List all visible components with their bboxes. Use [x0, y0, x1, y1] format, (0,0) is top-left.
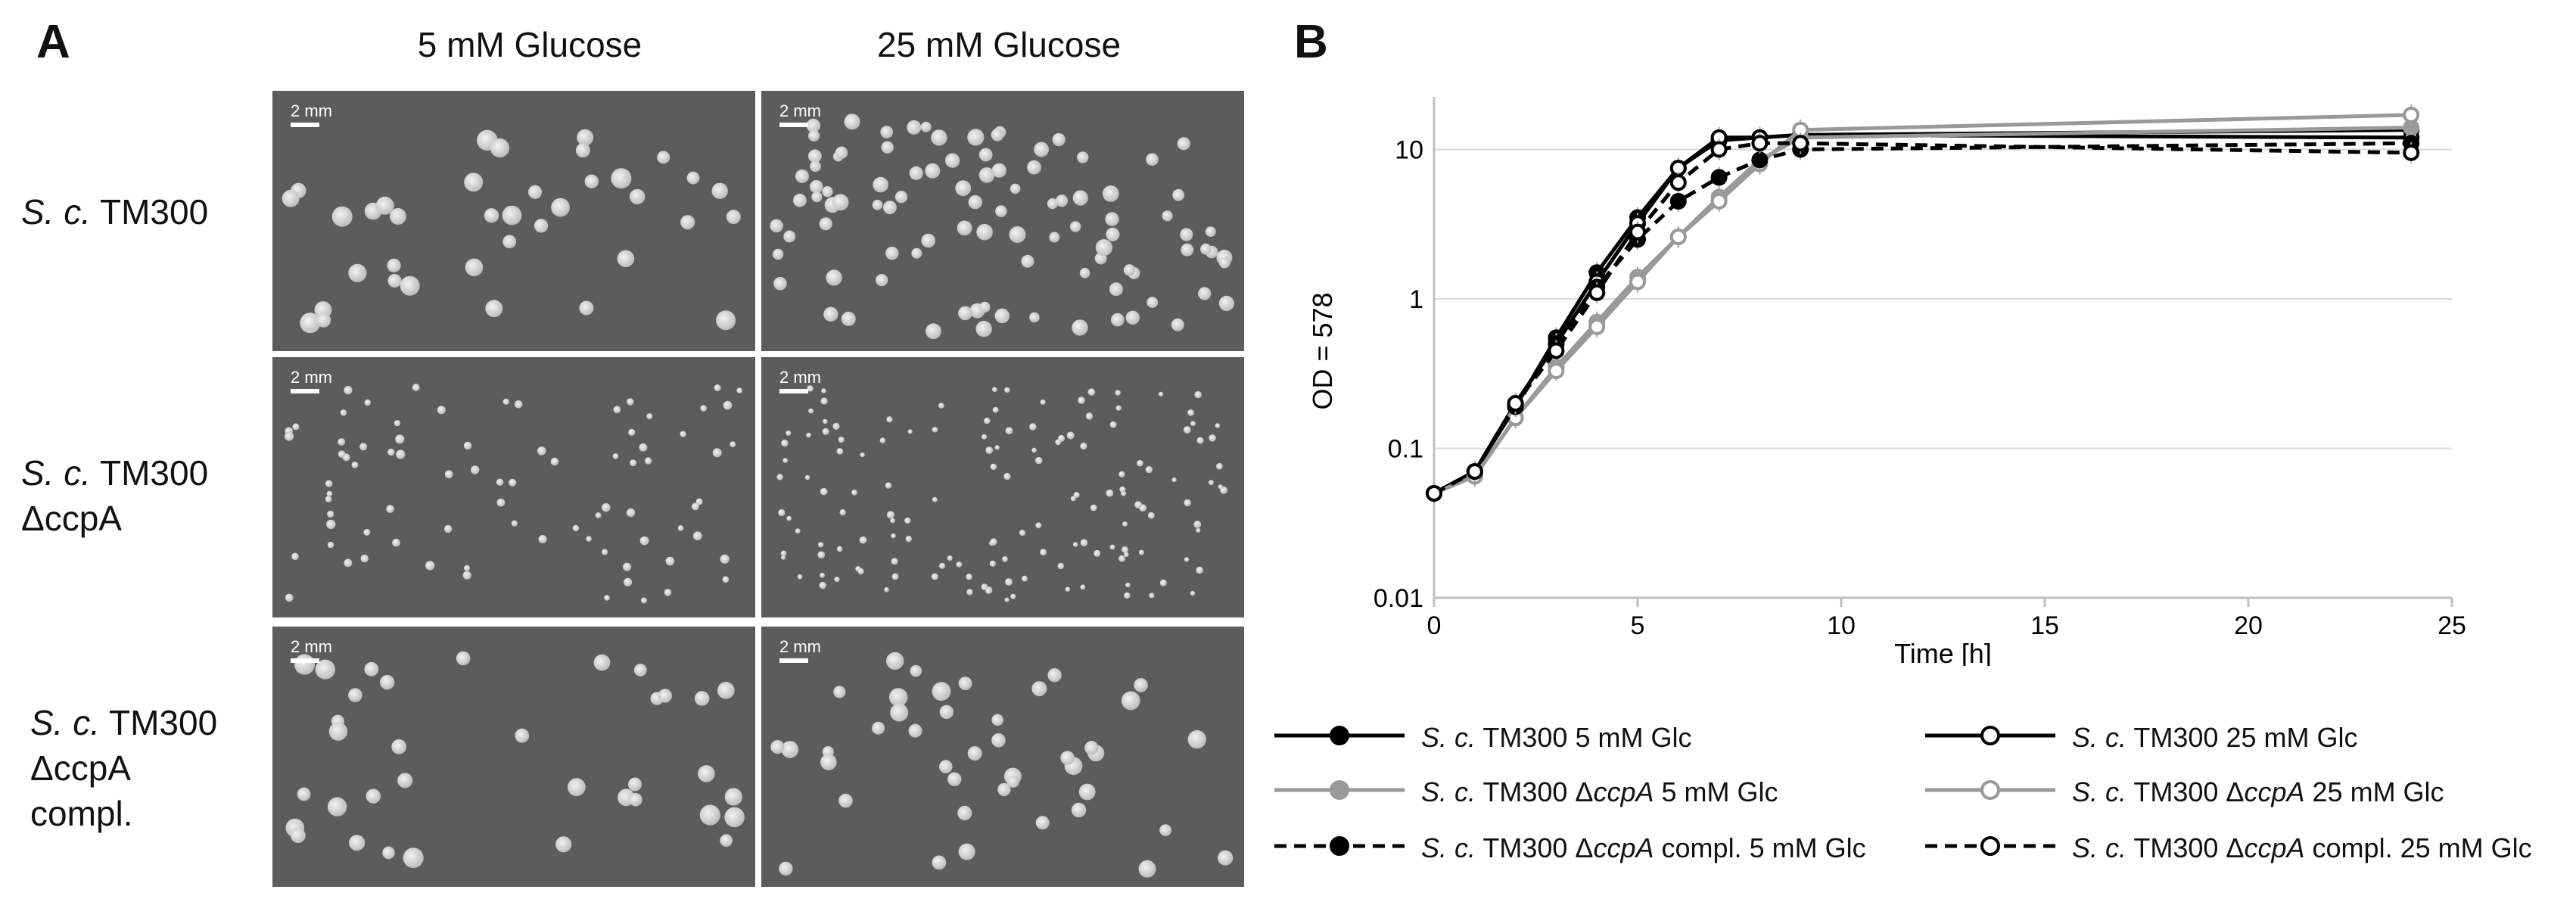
y-tick-label: 1 — [1409, 285, 1423, 314]
legend-item: S. c. TM300 ΔccpA 25 mM Glc — [1922, 773, 2573, 811]
legend-swatch — [1274, 836, 1405, 856]
data-point — [1669, 192, 1687, 210]
colony-plate-image: 2 mm — [761, 91, 1244, 351]
legend-item: S. c. TM300 25 mM Glc — [1922, 719, 2573, 757]
legend-label: S. c. TM300 ΔccpA compl. 25 mM Glc — [2072, 832, 2532, 863]
series-group — [1426, 117, 2420, 504]
x-tick-label: 0 — [1427, 611, 1442, 640]
data-point — [1466, 463, 1483, 481]
y-tick-label: 0.01 — [1374, 584, 1423, 613]
legend-swatch — [1274, 780, 1405, 800]
legend-label: S. c. TM300 ΔccpA 25 mM Glc — [2072, 776, 2444, 807]
row-label-wildtype: S. c. TM300 — [21, 189, 208, 235]
legend-swatch — [1925, 726, 2055, 745]
data-point — [1751, 151, 1769, 169]
legend-item: S. c. TM300 5 mM Glc — [1271, 719, 1922, 757]
legend-item: S. c. TM300 ΔccpA compl. 25 mM Glc — [1922, 829, 2573, 867]
x-tick-label: 15 — [2030, 611, 2059, 640]
scale-bar-line — [779, 389, 808, 393]
panel-a-letter: A — [36, 16, 70, 68]
data-point — [1792, 135, 1809, 152]
data-point — [1669, 174, 1687, 191]
scale-bar-line — [291, 123, 319, 127]
data-point — [1710, 141, 1728, 158]
scale-bar-label: 2 mm — [291, 368, 332, 387]
mutant-label: ΔccpA — [21, 499, 122, 538]
legend-swatch — [1274, 726, 1405, 745]
species-label: S. c. — [30, 703, 101, 742]
column-header-5mm: 5 mM Glucose — [417, 25, 642, 64]
species-label: S. c. — [21, 453, 92, 493]
data-point — [1710, 169, 1728, 186]
complemented-label: compl. — [30, 794, 133, 833]
legend-label: S. c. TM300 25 mM Glc — [2072, 722, 2358, 753]
data-point — [1629, 223, 1646, 241]
strain-label: TM300 — [100, 703, 218, 742]
scale-bar-label: 2 mm — [779, 101, 821, 120]
scale-bar: 2 mm — [779, 368, 821, 393]
series-group — [1426, 124, 2420, 504]
x-tick-label: 25 — [2438, 611, 2466, 640]
x-tick-label: 5 — [1631, 611, 1645, 640]
row-label-ccpa-compl: S. c. TM300 ΔccpA compl. — [30, 700, 217, 836]
legend-label: S. c. TM300 5 mM Glc — [1421, 722, 1692, 753]
data-point — [2403, 106, 2420, 123]
data-point — [1751, 135, 1769, 152]
data-point — [1588, 318, 1606, 335]
legend-item: S. c. TM300 ΔccpA 5 mM Glc — [1271, 773, 1922, 811]
scale-bar-label: 2 mm — [291, 637, 332, 656]
colony-plate-image: 2 mm — [761, 627, 1244, 887]
legend-item: S. c. TM300 ΔccpA compl. 5 mM Glc — [1271, 829, 1922, 867]
scale-bar-label: 2 mm — [779, 637, 821, 656]
scale-bar: 2 mm — [291, 368, 332, 393]
data-point — [2403, 144, 2420, 161]
data-point — [1629, 273, 1646, 291]
x-tick-label: 20 — [2234, 611, 2263, 640]
legend-swatch — [1925, 780, 2055, 800]
scale-bar-line — [779, 658, 808, 663]
series-layer — [1426, 104, 2420, 504]
series-group — [1426, 132, 2420, 504]
scale-bar: 2 mm — [779, 637, 821, 663]
species-label: S. c. — [21, 192, 92, 232]
strain-label: TM300 — [91, 453, 209, 493]
y-axis-label: OD = 578 — [1307, 292, 1338, 409]
growth-curve-chart: 0.01 0.1 1 10 0 5 10 15 20 25 Time [h] OD = 578 — [1307, 97, 2466, 666]
x-tick-label: 10 — [1827, 611, 1856, 640]
colony-plate-image: 2 mm — [272, 91, 755, 351]
panel-b-letter: B — [1294, 16, 1328, 68]
data-point — [1548, 362, 1565, 380]
colony-plate-image: 2 mm — [272, 627, 755, 887]
scale-bar-label: 2 mm — [291, 101, 332, 120]
legend-label: S. c. TM300 ΔccpA compl. 5 mM Glc — [1421, 832, 1866, 863]
data-point — [1507, 395, 1524, 412]
scale-bar: 2 mm — [291, 101, 332, 127]
strain-label: TM300 — [91, 192, 209, 232]
data-point — [1426, 484, 1442, 502]
series-line — [1433, 141, 2412, 496]
row-label-ccpa: S. c. TM300 ΔccpA — [21, 450, 208, 541]
column-header-25mm: 25 mM Glucose — [876, 25, 1122, 64]
colony-plate-image: 2 mm — [272, 357, 755, 617]
grid-layer — [1434, 148, 2452, 449]
axes-layer: 0.01 0.1 1 10 0 5 10 15 20 25 — [1374, 97, 2466, 640]
scale-bar: 2 mm — [291, 637, 332, 663]
scale-bar-line — [291, 389, 319, 393]
scale-bar-line — [291, 658, 319, 663]
scale-bar-label: 2 mm — [779, 368, 821, 387]
legend-label: S. c. TM300 ΔccpA 5 mM Glc — [1421, 776, 1778, 807]
y-tick-label: 10 — [1395, 135, 1423, 164]
data-point — [1588, 284, 1606, 301]
x-axis-label: Time [h] — [1894, 638, 1992, 666]
scale-bar: 2 mm — [779, 101, 821, 127]
legend-swatch — [1925, 836, 2055, 856]
series-line — [1433, 141, 2412, 496]
scale-bar-line — [779, 123, 808, 127]
y-tick-label: 0.1 — [1388, 434, 1423, 463]
data-point — [1548, 342, 1565, 359]
data-point — [1710, 192, 1728, 210]
mutant-label: ΔccpA — [30, 748, 131, 788]
data-point — [1669, 229, 1687, 246]
colony-plate-image: 2 mm — [761, 357, 1244, 617]
